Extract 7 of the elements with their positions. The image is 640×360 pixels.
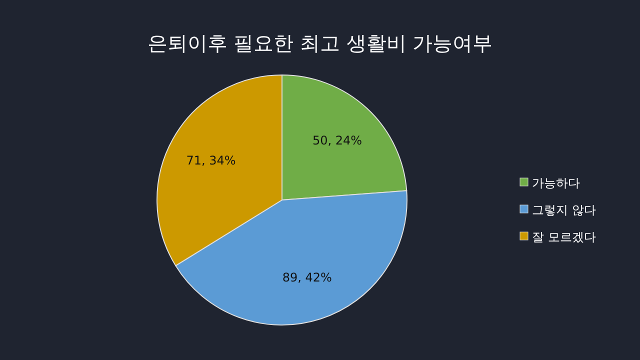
legend-label: 잘 모르겠다 xyxy=(532,230,596,244)
data-label: 71, 34% xyxy=(186,153,236,168)
data-label: 50, 24% xyxy=(312,133,362,148)
legend-label: 가능하다 xyxy=(532,176,580,190)
legend-label: 그렇지 않다 xyxy=(532,203,596,217)
data-label: 89, 42% xyxy=(282,270,332,284)
chart-title: 은퇴이후 필요한 최고 생활비 가능여부 xyxy=(147,31,493,55)
